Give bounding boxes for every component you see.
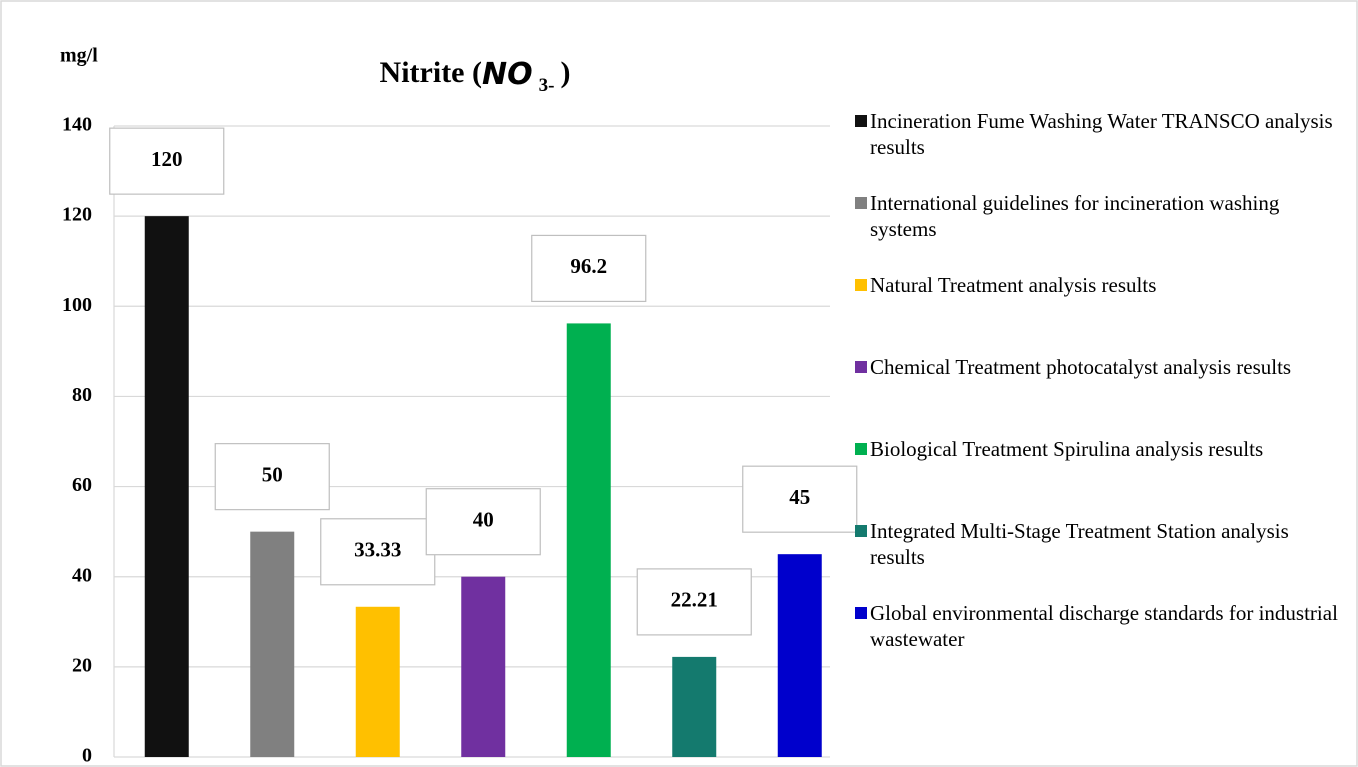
title-text: Nitrite ( — [380, 56, 482, 89]
bar — [250, 531, 295, 757]
legend-label: Natural Treatment analysis results — [870, 273, 1157, 297]
y-axis-label: mg/l — [60, 45, 98, 67]
value-label: 96.2 — [570, 254, 607, 278]
legend-label: Incineration Fume Washing Water TRANSCO … — [870, 109, 1333, 159]
value-label: 120 — [151, 147, 183, 171]
legend-swatch — [855, 525, 867, 537]
bar — [566, 323, 611, 757]
value-label-box — [320, 518, 436, 586]
y-tick-label: 0 — [82, 745, 92, 767]
value-label: 50 — [262, 462, 283, 486]
legend-entry: International guidelines for incineratio… — [855, 190, 1345, 242]
legend-label: Chemical Treatment photocatalyst analysi… — [870, 355, 1292, 379]
legend-swatch — [855, 115, 867, 127]
legend-swatch — [855, 443, 867, 455]
legend-swatch — [855, 607, 867, 619]
chart-title: Nitrite (NO 3-) — [380, 56, 571, 96]
y-tick-label: 20 — [72, 654, 92, 676]
y-tick-label: 60 — [72, 474, 92, 496]
y-tick-label: 80 — [72, 384, 92, 406]
legend-label: Biological Treatment Spirulina analysis … — [870, 437, 1264, 461]
legend-swatch — [855, 361, 867, 373]
legend-entry: Biological Treatment Spirulina analysis … — [855, 436, 1345, 462]
bar — [461, 576, 506, 757]
y-tick-label: 140 — [62, 114, 92, 136]
legend-entry: Incineration Fume Washing Water TRANSCO … — [855, 108, 1345, 160]
legend-label: International guidelines for incineratio… — [870, 191, 1280, 241]
title-close: ) — [560, 56, 570, 89]
legend-entry: Natural Treatment analysis results — [855, 272, 1345, 298]
y-tick-label: 100 — [62, 294, 92, 316]
legend-label: Integrated Multi-Stage Treatment Station… — [870, 519, 1289, 569]
value-label-box — [214, 443, 330, 511]
value-label-box — [636, 568, 752, 636]
bar — [672, 656, 717, 757]
value-label-box — [531, 234, 647, 303]
title-formula: NO — [482, 57, 533, 92]
value-label-box — [109, 127, 225, 195]
legend-label: Global environmental discharge standards… — [870, 601, 1338, 651]
value-label: 33.33 — [354, 538, 401, 562]
bar — [355, 606, 400, 757]
value-label: 22.21 — [671, 588, 718, 612]
legend-entry: Global environmental discharge standards… — [855, 600, 1345, 652]
legend-swatch — [855, 197, 867, 209]
value-label-box — [425, 488, 541, 556]
legend-swatch — [855, 279, 867, 291]
y-tick-label: 120 — [62, 204, 92, 226]
title-subscript: 3- — [539, 75, 555, 96]
legend-entry: Integrated Multi-Stage Treatment Station… — [855, 518, 1345, 570]
value-label: 40 — [473, 508, 494, 532]
value-label: 45 — [789, 485, 810, 509]
y-tick-label: 40 — [72, 564, 92, 586]
bar — [144, 216, 189, 758]
value-label-box — [742, 465, 858, 533]
legend-entry: Chemical Treatment photocatalyst analysi… — [855, 354, 1345, 380]
bar — [777, 554, 822, 757]
